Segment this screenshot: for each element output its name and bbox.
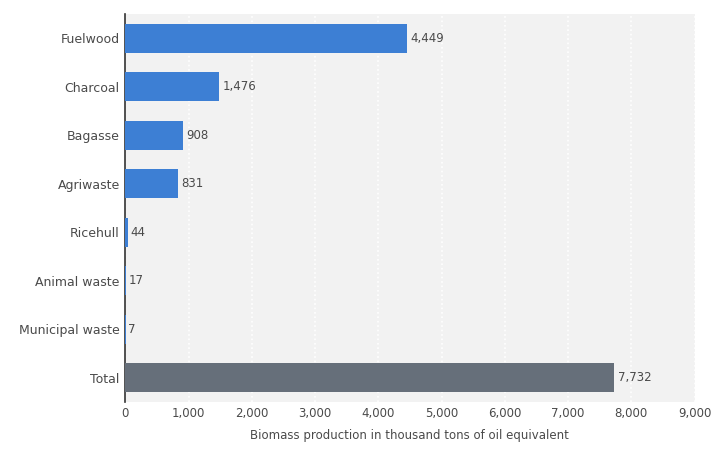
Text: 44: 44 xyxy=(130,225,145,239)
Text: 7,732: 7,732 xyxy=(618,371,652,384)
Bar xyxy=(125,24,407,53)
Bar xyxy=(125,121,183,150)
Text: 831: 831 xyxy=(182,177,204,190)
Text: 908: 908 xyxy=(187,128,209,142)
Text: 4,449: 4,449 xyxy=(410,31,444,45)
Text: 7: 7 xyxy=(128,322,136,336)
Bar xyxy=(125,218,128,247)
Bar xyxy=(125,266,127,295)
Bar xyxy=(125,169,178,198)
X-axis label: Biomass production in thousand tons of oil equivalent: Biomass production in thousand tons of o… xyxy=(251,429,569,442)
Text: 1,476: 1,476 xyxy=(223,80,256,93)
Bar xyxy=(125,363,614,392)
Text: 17: 17 xyxy=(129,274,144,287)
Bar xyxy=(125,72,218,101)
